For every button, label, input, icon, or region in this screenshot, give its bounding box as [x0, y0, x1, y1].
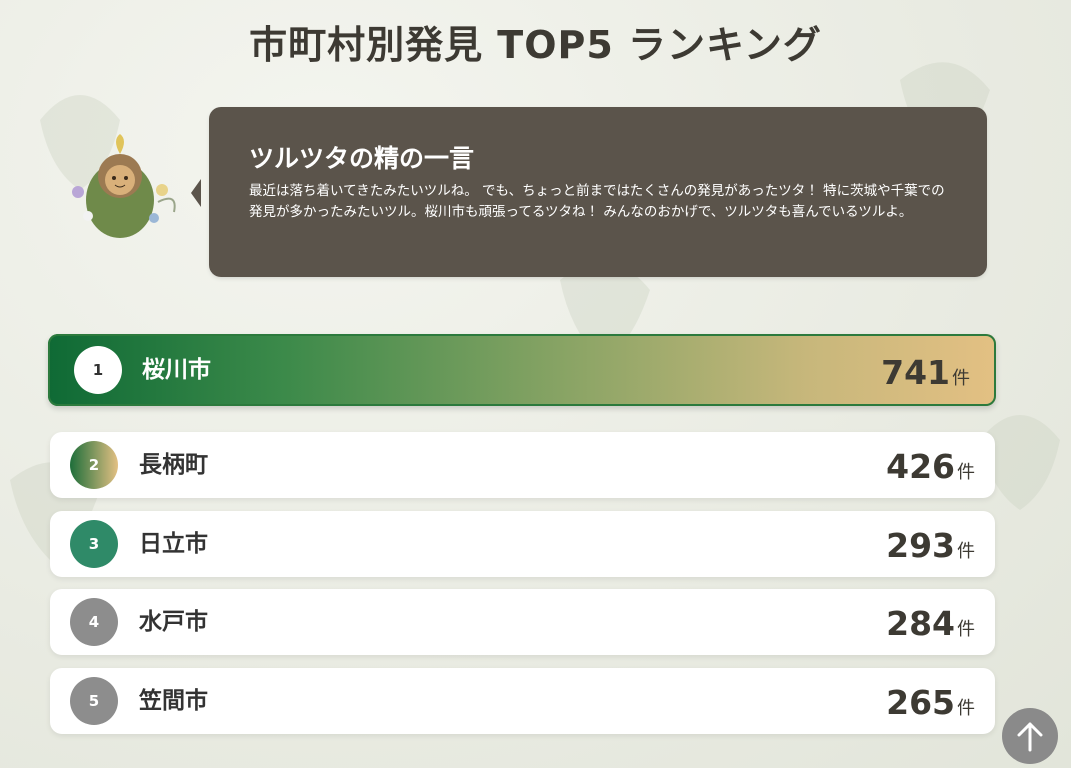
- count: 293 件: [886, 511, 975, 587]
- count-value: 426: [886, 447, 955, 486]
- rank-badge: 3: [70, 520, 118, 568]
- rank-badge: 2: [70, 441, 118, 489]
- ranking-row: 3 日立市 293 件: [50, 511, 995, 577]
- ranking-row: 1 桜川市 741 件: [48, 334, 996, 406]
- count-unit: 件: [957, 619, 975, 640]
- count-value: 284: [886, 604, 955, 643]
- ranking-row: 4 水戸市 284 件: [50, 589, 995, 655]
- message-text: 最近は落ち着いてきたみたいツルね。 でも、ちょっと前まではたくさんの発見があった…: [249, 183, 945, 220]
- count-unit: 件: [952, 368, 970, 389]
- rank-badge: 4: [70, 598, 118, 646]
- count-value: 265: [886, 683, 955, 722]
- ranking-row: 2 長柄町 426 件: [50, 432, 995, 498]
- page-title: 市町村別発見 TOP5 ランキング: [249, 23, 822, 67]
- count: 741 件: [881, 334, 970, 418]
- speech-bubble: ツルツタの精の一言 最近は落ち着いてきたみたいツルね。 でも、ちょっと前まではた…: [191, 109, 985, 275]
- count-unit: 件: [957, 462, 975, 483]
- count: 265 件: [886, 668, 975, 744]
- city-name: 日立市: [139, 531, 208, 557]
- city-name: 長柄町: [139, 452, 208, 478]
- count-unit: 件: [957, 698, 975, 719]
- scroll-to-top-button[interactable]: [1002, 708, 1058, 764]
- city-name: 桜川市: [142, 357, 211, 383]
- ranking-row: 5 笠間市 265 件: [50, 668, 995, 734]
- rank-badge: 5: [70, 677, 118, 725]
- city-name: 水戸市: [139, 609, 208, 635]
- fairy-illustration: [72, 134, 176, 238]
- count-value: 293: [886, 526, 955, 565]
- count: 426 件: [886, 432, 975, 508]
- message-title: ツルツタの精の一言: [249, 144, 475, 173]
- count: 284 件: [886, 589, 975, 665]
- city-name: 笠間市: [139, 688, 208, 714]
- count-value: 741: [881, 353, 950, 392]
- arrow-up-icon: [1017, 722, 1043, 752]
- rank-badge: 1: [74, 346, 122, 394]
- count-unit: 件: [957, 541, 975, 562]
